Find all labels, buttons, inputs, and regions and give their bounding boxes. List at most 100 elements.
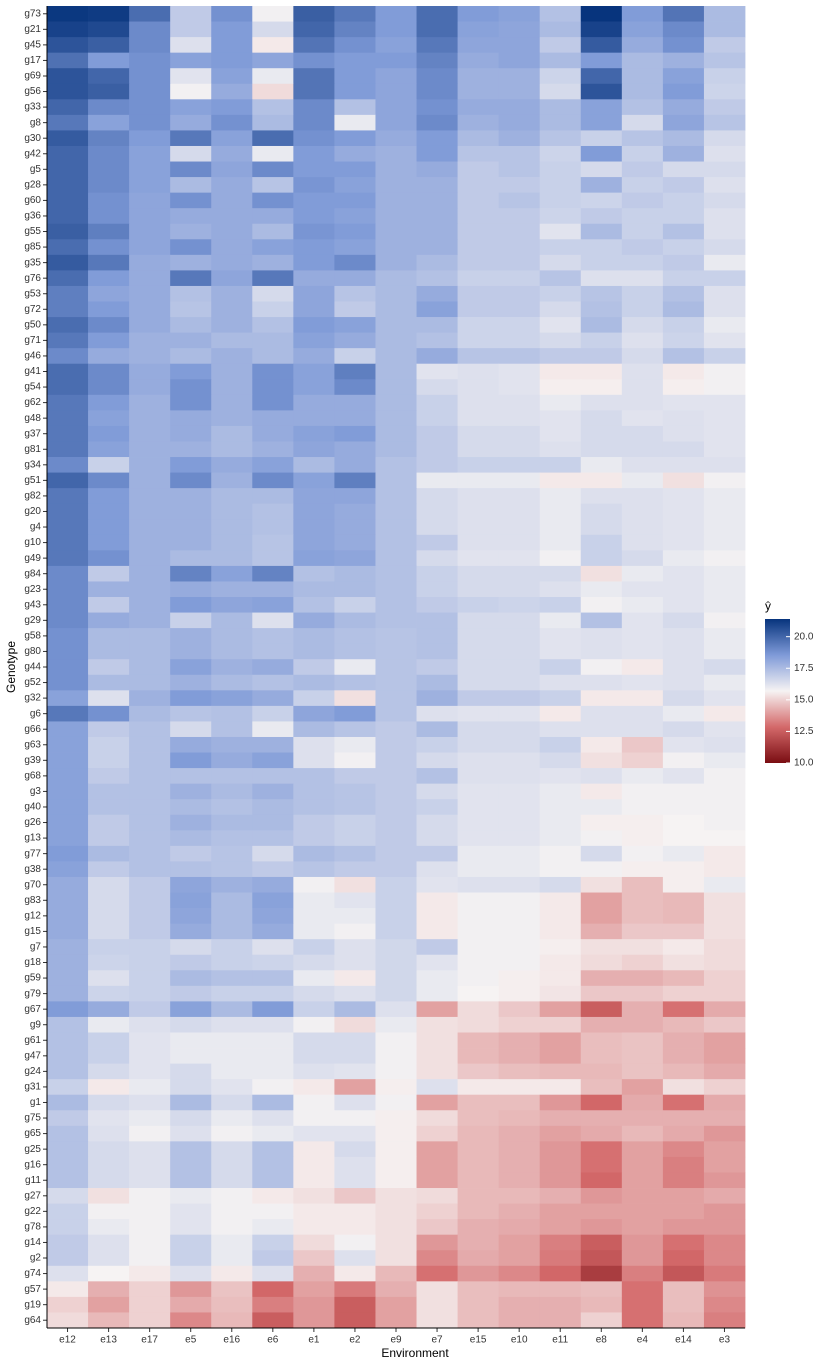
heat-cell (662, 1079, 705, 1096)
y-tick-label: g29 (24, 615, 41, 626)
heat-cell (375, 923, 417, 940)
heat-cell (293, 317, 335, 334)
heat-cell (88, 472, 130, 489)
heat-cell (334, 830, 376, 847)
heat-cell (703, 612, 746, 629)
heat-cell (662, 348, 705, 365)
heat-cell (47, 177, 89, 194)
heat-cell (416, 503, 458, 520)
heat-cell (621, 270, 664, 287)
heat-cell (703, 721, 746, 738)
heat-cell (47, 659, 89, 676)
heat-cell (293, 192, 335, 209)
heat-cell (47, 21, 89, 38)
heat-cell (416, 52, 458, 69)
heat-cell (621, 534, 664, 551)
heat-cell (211, 21, 253, 38)
heat-cell (703, 425, 746, 442)
heat-cell (662, 425, 705, 442)
heat-cell (375, 799, 417, 816)
heat-cell (334, 1312, 376, 1329)
y-tick-label: g71 (24, 335, 41, 346)
heat-cell (129, 1188, 171, 1204)
heat-cell (662, 270, 705, 287)
heat-cell (129, 68, 171, 85)
x-tick-label: e3 (719, 1335, 731, 1346)
heat-cell (621, 1265, 664, 1282)
heat-cell (170, 1079, 212, 1096)
heat-cell (621, 363, 664, 380)
heat-cell (252, 519, 294, 536)
heat-cell (334, 705, 376, 722)
heat-cell (88, 1188, 130, 1204)
heat-cell (621, 348, 664, 365)
heat-cell (703, 1032, 746, 1049)
heat-cell (293, 223, 335, 240)
heat-cell (457, 1312, 500, 1329)
heat-cell (457, 985, 500, 1002)
heat-cell (457, 1203, 500, 1220)
heat-cell (580, 1203, 623, 1220)
heat-cell (211, 705, 253, 722)
heat-cell (129, 1125, 171, 1142)
heat-cell (129, 923, 171, 940)
heat-cell (375, 254, 417, 271)
heat-cell (334, 674, 376, 691)
heat-cell (88, 363, 130, 380)
heat-cell (334, 876, 376, 893)
heat-cell (703, 301, 746, 318)
heat-cell (539, 1188, 582, 1204)
heat-cell (47, 285, 89, 302)
heat-cell (457, 99, 500, 116)
heat-cell (580, 192, 623, 209)
heat-cell (47, 37, 89, 54)
heat-cell (293, 114, 335, 131)
heat-cell (580, 1125, 623, 1142)
heat-cell (580, 1016, 623, 1033)
heat-cell (170, 721, 212, 738)
heat-cell (129, 99, 171, 116)
heat-cell (211, 581, 253, 598)
heat-cell (662, 285, 705, 302)
heat-cell (211, 301, 253, 318)
heat-cell (88, 830, 130, 847)
heat-cell (375, 1156, 417, 1173)
heat-cell (293, 1188, 335, 1204)
heat-cell (375, 52, 417, 69)
heat-cell (129, 348, 171, 365)
heat-cell (416, 1079, 458, 1096)
heat-cell (416, 674, 458, 691)
heat-cell (539, 68, 582, 85)
heat-cell (703, 114, 746, 131)
heat-cell (498, 1141, 541, 1158)
heat-cell (211, 1219, 253, 1236)
heat-cell (293, 1234, 335, 1251)
y-tick-label: g56 (24, 86, 41, 97)
heat-cell (47, 192, 89, 209)
heat-cell (334, 581, 376, 598)
heat-cell (621, 1125, 664, 1142)
y-tick-label: g5 (30, 164, 42, 175)
y-tick-label: g34 (24, 459, 41, 470)
heat-cell (375, 1219, 417, 1236)
heat-cell (88, 254, 130, 271)
heat-cell (498, 534, 541, 551)
heat-cell (375, 550, 417, 567)
heat-cell (211, 1188, 253, 1204)
heat-cell (252, 597, 294, 613)
heat-cell (252, 1063, 294, 1080)
heat-cell (211, 285, 253, 302)
heat-cell (580, 643, 623, 660)
heat-cell (129, 1234, 171, 1251)
heat-cell (498, 1156, 541, 1173)
y-tick-label: g28 (24, 179, 41, 190)
heat-cell (252, 457, 294, 473)
heat-cell (252, 659, 294, 676)
heat-cell (334, 348, 376, 365)
heat-cell (129, 581, 171, 598)
heat-cell (293, 1110, 335, 1127)
heat-cell (416, 21, 458, 38)
heat-cell (621, 1296, 664, 1313)
heat-cell (88, 410, 130, 427)
heat-cell (293, 332, 335, 349)
